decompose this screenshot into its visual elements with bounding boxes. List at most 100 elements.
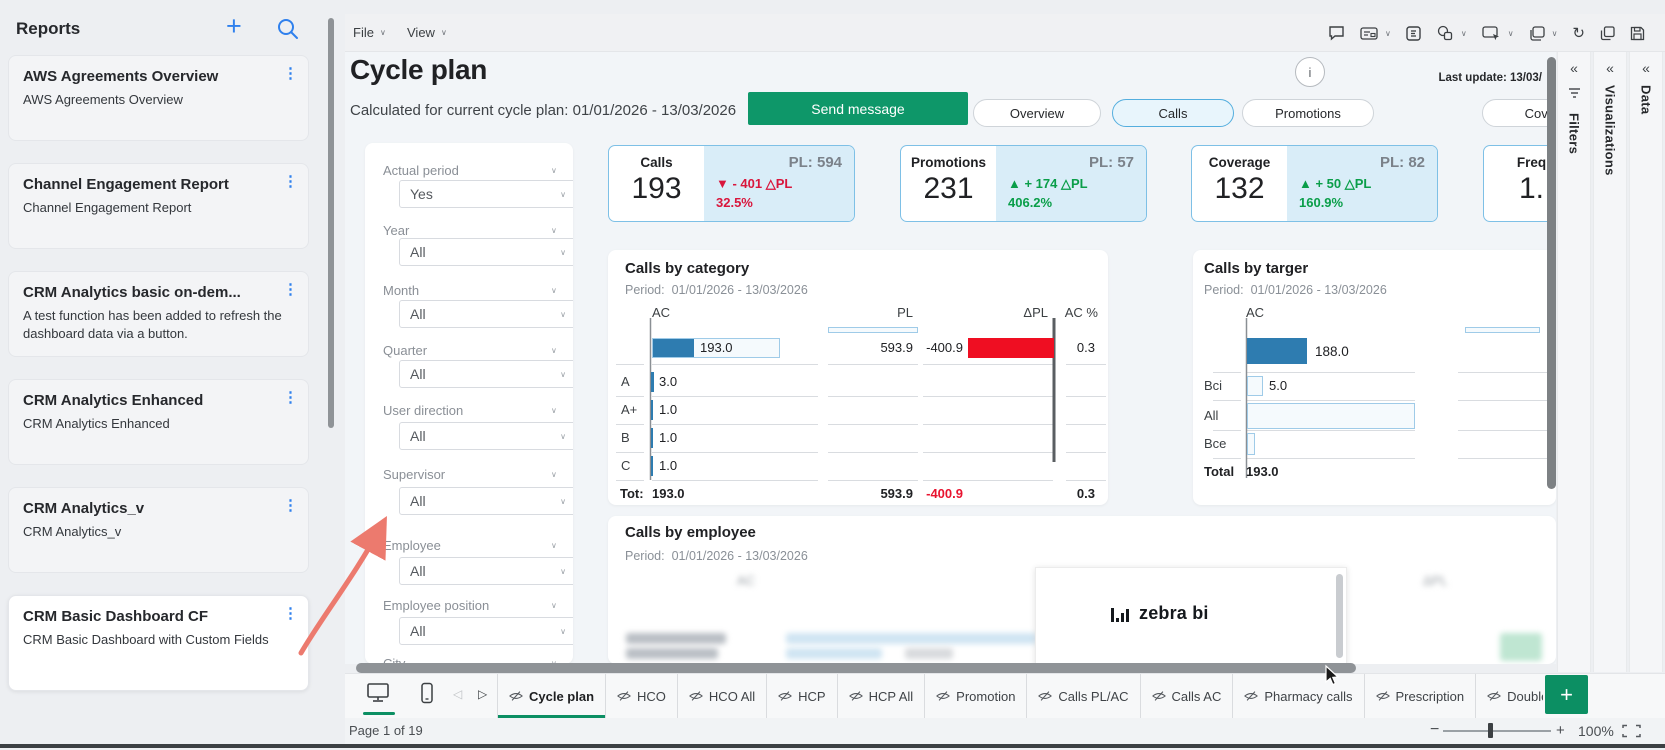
zoom-out-icon[interactable]: −	[1430, 721, 1440, 738]
zoom-slider-track[interactable]	[1443, 730, 1551, 732]
data-pane-collapsed[interactable]: « Data	[1629, 52, 1663, 672]
new-window-icon[interactable]: ∨	[1529, 25, 1558, 41]
page-tab-hco-all[interactable]: HCO All	[676, 674, 766, 718]
nav-tabs-left-icon[interactable]: ◁	[453, 687, 463, 701]
chevron-down-icon[interactable]: ∨	[551, 659, 557, 664]
mobile-view-icon[interactable]	[419, 682, 435, 709]
filter-dropdown-employee-position[interactable]: All ∨	[399, 617, 573, 645]
page-tab-promotion[interactable]: Promotion	[924, 674, 1026, 718]
page-tab-cycle-plan[interactable]: Cycle plan	[497, 674, 606, 718]
page-tab-hco[interactable]: HCO	[605, 674, 677, 718]
expand-pane-icon[interactable]: «	[1606, 60, 1614, 76]
canvas-vertical-scrollbar[interactable]	[1547, 57, 1556, 489]
hidden-eye-icon	[936, 691, 951, 701]
watermark-scrollbar[interactable]	[1336, 574, 1343, 658]
sidebar-scrollbar[interactable]	[328, 18, 334, 428]
kpi-card-coverage[interactable]: Coverage 132 PL: 82 ▲ + 50 △PL 160.9%	[1191, 145, 1438, 222]
filter-dropdown-employee[interactable]: All ∨	[399, 557, 573, 585]
report-list-item-selected[interactable]: ⋮ CRM Basic Dashboard CF CRM Basic Dashb…	[8, 595, 309, 691]
filter-dropdown-actual-period[interactable]: Yes ∨	[399, 180, 573, 208]
filter-dropdown-supervisor[interactable]: All ∨	[399, 487, 573, 515]
visualizations-pane-collapsed[interactable]: « Visualizations	[1593, 52, 1627, 672]
fit-to-page-icon[interactable]	[1622, 724, 1641, 743]
filter-dropdown-year[interactable]: All ∨	[399, 238, 573, 266]
add-report-button[interactable]: +	[226, 11, 242, 41]
page-tab-calls-pl-ac[interactable]: Calls PL/AC	[1026, 674, 1139, 718]
kebab-menu-icon[interactable]: ⋮	[283, 605, 298, 622]
file-menu[interactable]: File ∨	[353, 25, 386, 40]
kpi-name: Calls	[640, 155, 673, 170]
chevron-down-icon[interactable]: ∨	[551, 601, 557, 610]
row-label: B	[621, 430, 630, 445]
view-tab-overview[interactable]: Overview	[973, 99, 1101, 127]
page-tab-pharmacy-calls[interactable]: Pharmacy calls	[1232, 674, 1363, 718]
copy-icon[interactable]	[1600, 25, 1615, 41]
canvas-horizontal-scrollbar[interactable]	[356, 663, 1356, 673]
page-tab-hcp-all[interactable]: HCP All	[836, 674, 925, 718]
kebab-menu-icon[interactable]: ⋮	[283, 173, 298, 190]
chevron-down-icon[interactable]: ∨	[551, 226, 557, 235]
filter-dropdown-month[interactable]: All ∨	[399, 300, 573, 328]
report-list-item[interactable]: ⋮ AWS Agreements Overview AWS Agreements…	[8, 55, 309, 141]
chevron-down-icon[interactable]: ∨	[551, 541, 557, 550]
report-list-item[interactable]: ⋮ CRM Analytics basic on-dem... A test f…	[8, 271, 309, 357]
save-icon[interactable]	[1630, 26, 1645, 41]
chevron-down-icon[interactable]: ∨	[1384, 28, 1391, 38]
expand-pane-icon[interactable]: «	[1642, 60, 1650, 76]
zoom-slider-thumb[interactable]	[1488, 723, 1493, 738]
notes-icon[interactable]	[1406, 25, 1421, 41]
view-tab-calls[interactable]: Calls	[1112, 99, 1234, 127]
kebab-menu-icon[interactable]: ⋮	[283, 281, 298, 298]
report-desc: AWS Agreements Overview	[23, 92, 183, 107]
comment-icon[interactable]	[1328, 25, 1345, 41]
menubar: File ∨ View ∨ ∨ ∨ ∨	[345, 14, 1665, 52]
report-list-item[interactable]: ⋮ CRM Analytics Enhanced CRM Analytics E…	[8, 379, 309, 465]
expand-pane-icon[interactable]: «	[1570, 60, 1578, 76]
kpi-card-frequency[interactable]: Freq 1.	[1483, 145, 1556, 222]
chevron-down-icon[interactable]: ∨	[551, 470, 557, 479]
pl-marker-bar	[1465, 327, 1540, 333]
kebab-menu-icon[interactable]: ⋮	[283, 65, 298, 82]
view-tab-promotions[interactable]: Promotions	[1242, 99, 1374, 127]
info-icon[interactable]: i	[1295, 57, 1325, 87]
chevron-down-icon[interactable]: ∨	[1551, 28, 1558, 38]
kebab-menu-icon[interactable]: ⋮	[283, 497, 298, 514]
chevron-down-icon[interactable]: ∨	[1507, 28, 1514, 38]
filter-dropdown-quarter[interactable]: All ∨	[399, 360, 573, 388]
chevron-down-icon[interactable]: ∨	[551, 166, 557, 175]
total-value: 193.0	[1246, 464, 1279, 479]
page-tab-prescription[interactable]: Prescription	[1363, 674, 1476, 718]
presentation-icon[interactable]: ∨	[1360, 26, 1391, 41]
total-dpl: -400.9	[926, 486, 963, 501]
row-label: Bce	[1204, 436, 1227, 451]
hidden-eye-icon	[848, 691, 863, 701]
kpi-card-calls[interactable]: Calls 193 PL: 594 ▼ - 401 △PL 32.5%	[608, 145, 855, 222]
chart-title: Calls by targer	[1204, 260, 1309, 277]
report-list-item[interactable]: ⋮ Channel Engagement Report Channel Enga…	[8, 163, 309, 249]
kpi-card-promotions[interactable]: Promotions 231 PL: 57 ▲ + 174 △PL 406.2%	[900, 145, 1147, 222]
chevron-down-icon[interactable]: ∨	[551, 406, 557, 415]
page-tab-hcp[interactable]: HCP	[766, 674, 836, 718]
shapes-icon[interactable]: ∨	[1436, 25, 1467, 41]
view-tab-coverage[interactable]: Cover	[1482, 99, 1556, 127]
report-list-item[interactable]: ⋮ CRM Analytics_v CRM Analytics_v	[8, 487, 309, 573]
nav-tabs-right-icon[interactable]: ▷	[478, 687, 488, 701]
filter-dropdown-user-direction[interactable]: All ∨	[399, 422, 573, 450]
desktop-view-icon[interactable]	[365, 682, 391, 709]
hidden-eye-icon	[1487, 691, 1502, 701]
refresh-icon[interactable]: ↻	[1572, 25, 1585, 42]
zoom-in-icon[interactable]: +	[1556, 722, 1565, 739]
total-ac: 193.0	[652, 486, 685, 501]
view-menu[interactable]: View ∨	[407, 25, 447, 40]
page-tab-calls-ac[interactable]: Calls AC	[1139, 674, 1233, 718]
interactions-icon[interactable]: ∨	[1482, 25, 1514, 41]
search-icon[interactable]	[276, 17, 300, 46]
chevron-down-icon[interactable]: ∨	[1460, 28, 1467, 38]
page-tab-double[interactable]: Double	[1475, 674, 1543, 718]
chevron-down-icon[interactable]: ∨	[551, 346, 557, 355]
kebab-menu-icon[interactable]: ⋮	[283, 389, 298, 406]
add-page-button[interactable]: +	[1545, 675, 1588, 714]
chevron-down-icon[interactable]: ∨	[551, 286, 557, 295]
send-message-button[interactable]: Send message	[748, 92, 968, 125]
filters-pane-collapsed[interactable]: « Filters	[1557, 52, 1591, 672]
